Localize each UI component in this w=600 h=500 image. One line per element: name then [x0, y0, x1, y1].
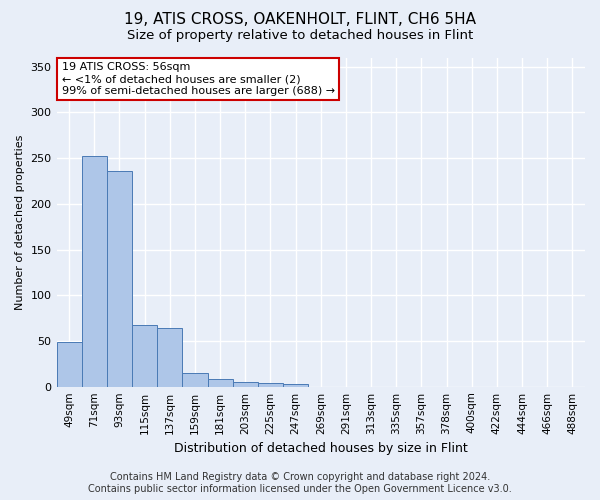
X-axis label: Distribution of detached houses by size in Flint: Distribution of detached houses by size … — [174, 442, 467, 455]
Bar — [208, 380, 233, 386]
Y-axis label: Number of detached properties: Number of detached properties — [15, 134, 25, 310]
Bar — [132, 324, 157, 386]
Bar — [107, 171, 132, 386]
Text: Size of property relative to detached houses in Flint: Size of property relative to detached ho… — [127, 29, 473, 42]
Text: 19 ATIS CROSS: 56sqm
← <1% of detached houses are smaller (2)
99% of semi-detach: 19 ATIS CROSS: 56sqm ← <1% of detached h… — [62, 62, 335, 96]
Bar — [157, 328, 182, 386]
Bar — [56, 342, 82, 386]
Bar — [182, 373, 208, 386]
Text: Contains HM Land Registry data © Crown copyright and database right 2024.
Contai: Contains HM Land Registry data © Crown c… — [88, 472, 512, 494]
Bar — [233, 382, 258, 386]
Bar — [258, 383, 283, 386]
Bar — [283, 384, 308, 386]
Text: 19, ATIS CROSS, OAKENHOLT, FLINT, CH6 5HA: 19, ATIS CROSS, OAKENHOLT, FLINT, CH6 5H… — [124, 12, 476, 28]
Bar — [82, 156, 107, 386]
